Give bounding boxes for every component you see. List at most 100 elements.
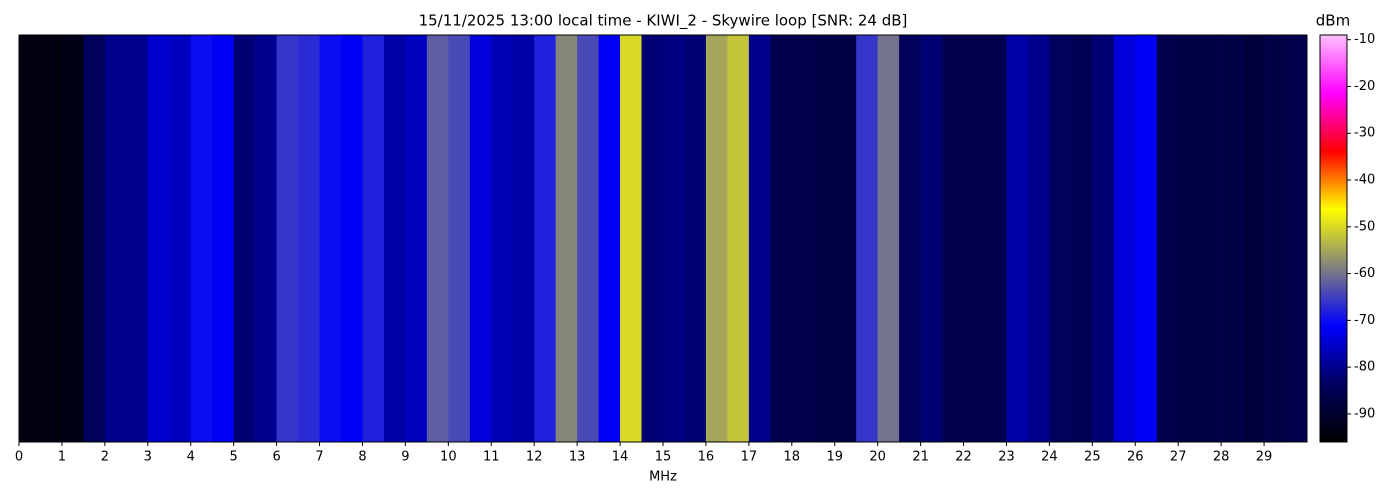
heat-cell [620,35,642,442]
heat-cell [1285,35,1308,442]
x-tick-label: 26 [1127,450,1144,465]
heat-cell [1264,35,1286,442]
colorbar-label: dBm [1316,12,1350,30]
x-tick-label: 3 [144,450,152,465]
x-tick-label: 28 [1213,450,1230,465]
colorbar-tick-label: -60 [1354,266,1375,281]
colorbar-tick-label: -10 [1354,32,1375,47]
x-tick-label: 10 [440,450,457,465]
heat-cell [748,35,771,442]
x-tick-label: 25 [1084,450,1101,465]
heat-cell [598,35,621,442]
heat-cell [341,35,363,442]
heat-cell [426,35,449,442]
colorbar-tick-label: -90 [1354,406,1375,421]
heat-cell [856,35,878,442]
heat-cell [1135,35,1158,442]
heat-cell [727,35,750,442]
heat-cell [877,35,900,442]
colorbar-tick-label: -30 [1354,126,1375,141]
heat-cell [212,35,234,442]
heat-cell [1070,35,1093,442]
heat-cell [834,35,857,442]
x-tick-label: 11 [483,450,500,465]
colorbar-tick-label: -70 [1354,313,1375,328]
heat-cell [448,35,471,442]
heat-cell [1199,35,1222,442]
heat-cell [169,35,192,442]
x-tick-label: 21 [912,450,929,465]
heat-cell [985,35,1007,442]
heat-cell [813,35,836,442]
heat-cell [190,35,213,442]
heat-cell [920,35,943,442]
heat-cell [1156,35,1179,442]
heat-cell [1242,35,1265,442]
x-tick-label: 5 [230,450,238,465]
heat-cell [298,35,320,442]
heat-cell [1027,35,1050,442]
x-tick-label: 15 [655,450,672,465]
heat-cell [405,35,428,442]
x-tick-label: 24 [1041,450,1058,465]
heat-cell [1092,35,1115,442]
heat-cell [899,35,921,442]
heat-cell [362,35,385,442]
heat-cell [534,35,556,442]
heat-cell [61,35,84,442]
heat-cell [255,35,277,442]
colorbar [1319,34,1348,443]
x-axis-label: MHz [649,470,677,485]
x-tick-label: 14 [612,450,629,465]
heat-cell [319,35,342,442]
heat-cell [83,35,106,442]
colorbar-tick-label: -40 [1354,173,1375,188]
x-tick-label: 13 [569,450,586,465]
heat-cell [233,35,256,442]
colorbar-tick-label: -80 [1354,360,1375,375]
heat-cell [641,35,664,442]
heat-cell [126,35,149,442]
x-tick-label: 17 [741,450,758,465]
x-tick-label: 20 [869,450,886,465]
heat-cell [469,35,492,442]
colorbar-tick-label: -20 [1354,79,1375,94]
x-tick-label: 4 [187,450,195,465]
heat-cell [1178,35,1200,442]
heat-cell [577,35,599,442]
heat-cell [40,35,63,442]
heat-cell [663,35,685,442]
x-tick-label: 23 [998,450,1015,465]
heat-cell [104,35,127,442]
heat-cell [705,35,728,442]
x-tick-label: 19 [826,450,843,465]
x-tick-label: 22 [955,450,972,465]
colorbar-tick-label: -50 [1354,219,1375,234]
x-tick-label: 1 [58,450,66,465]
heat-cell [791,35,814,442]
x-tick-label: 27 [1170,450,1187,465]
x-tick-label: 16 [698,450,715,465]
heat-cell [19,35,41,442]
chart-title: 15/11/2025 13:00 local time - KIWI_2 - S… [419,12,908,31]
heat-cell [1113,35,1136,442]
heat-cell [1221,35,1243,442]
heat-cell [147,35,170,442]
x-tick-label: 6 [272,450,280,465]
x-tick-label: 2 [101,450,109,465]
heat-cell [770,35,793,442]
x-tick-label: 18 [784,450,801,465]
heat-cell [684,35,707,442]
heat-cell [963,35,986,442]
heat-cell [491,35,514,442]
x-tick-label: 8 [358,450,366,465]
heat-cell [1006,35,1029,442]
x-tick-label: 9 [401,450,409,465]
heat-cell [383,35,406,442]
heat-cell [512,35,535,442]
x-tick-label: 29 [1256,450,1273,465]
x-tick-label: 7 [315,450,323,465]
heat-cell [276,35,299,442]
heat-cell [555,35,578,442]
